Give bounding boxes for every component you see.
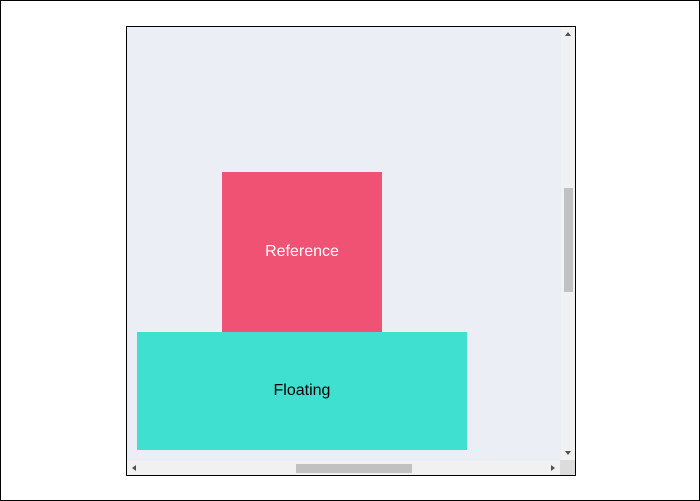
scroll-left-arrow-icon[interactable] xyxy=(127,461,141,475)
scroll-right-arrow-icon[interactable] xyxy=(546,461,560,475)
vertical-scrollbar-thumb[interactable] xyxy=(564,188,573,292)
vertical-scrollbar[interactable] xyxy=(561,27,575,460)
horizontal-scrollbar-thumb[interactable] xyxy=(296,464,412,473)
scroll-up-arrow-icon[interactable] xyxy=(561,27,575,41)
horizontal-scrollbar[interactable] xyxy=(127,461,560,475)
floating-box[interactable]: Floating xyxy=(137,332,467,450)
reference-box[interactable]: Reference xyxy=(222,172,382,332)
scroll-container[interactable]: Reference Floating xyxy=(126,26,576,476)
scroll-down-arrow-icon[interactable] xyxy=(561,446,575,460)
floating-label: Floating xyxy=(273,382,331,399)
reference-label: Reference xyxy=(265,243,339,260)
scrollbar-corner xyxy=(560,460,575,475)
